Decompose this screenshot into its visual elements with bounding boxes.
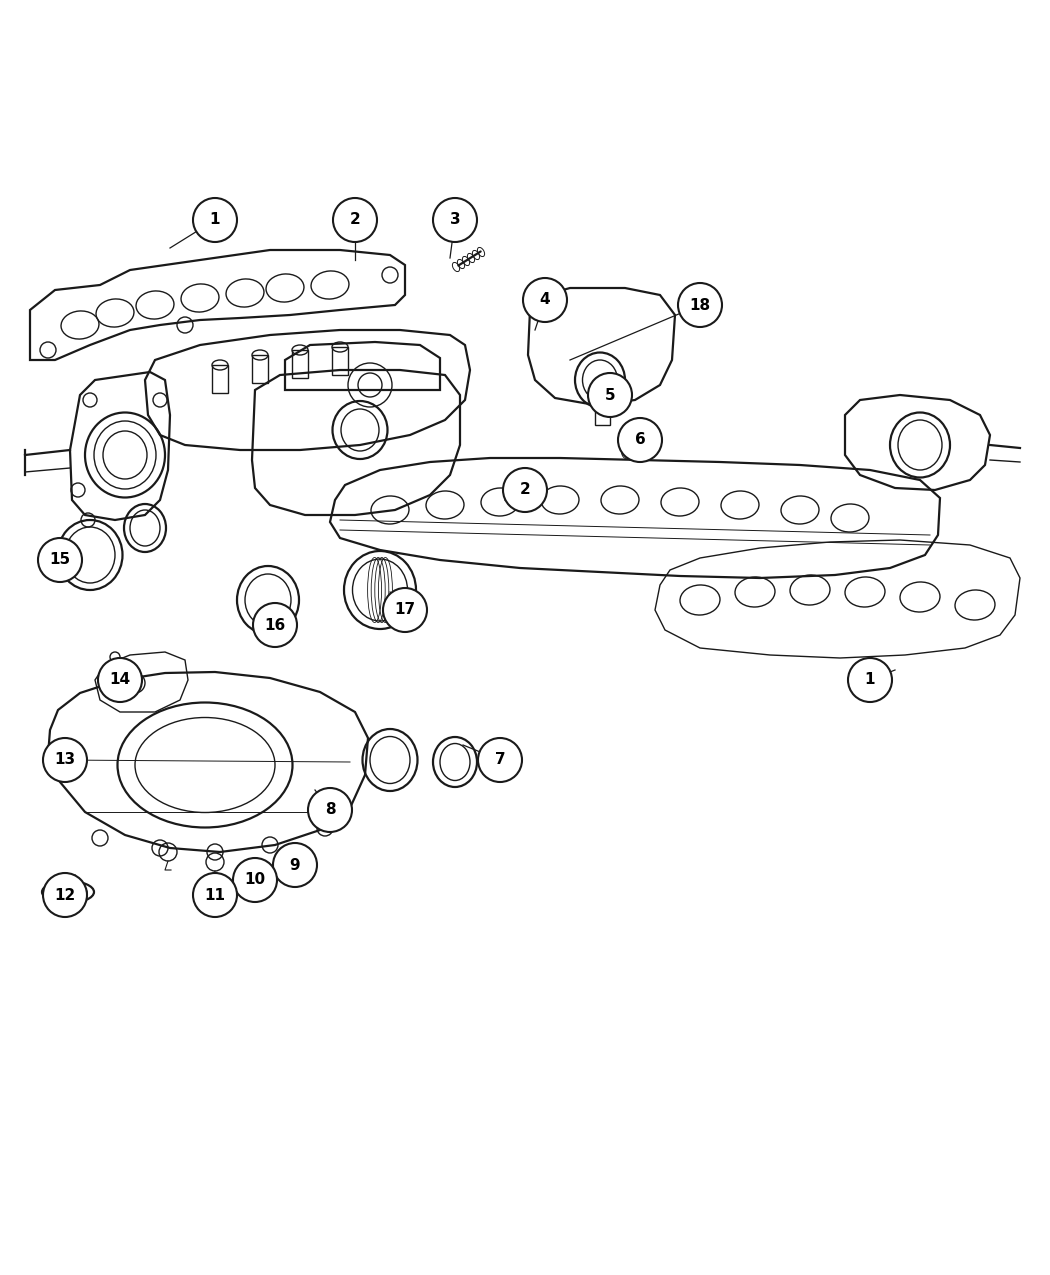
Text: 17: 17 bbox=[395, 603, 416, 617]
Circle shape bbox=[193, 198, 237, 242]
Circle shape bbox=[678, 283, 722, 326]
Text: 14: 14 bbox=[109, 672, 130, 687]
Text: 10: 10 bbox=[245, 872, 266, 887]
Text: 15: 15 bbox=[49, 552, 70, 567]
Text: 5: 5 bbox=[605, 388, 615, 403]
Circle shape bbox=[193, 873, 237, 917]
Text: 18: 18 bbox=[690, 297, 711, 312]
Text: 6: 6 bbox=[634, 432, 646, 448]
Circle shape bbox=[233, 858, 277, 901]
Circle shape bbox=[43, 873, 87, 917]
Text: 7: 7 bbox=[495, 752, 505, 768]
Circle shape bbox=[523, 278, 567, 323]
Text: 2: 2 bbox=[520, 482, 530, 497]
Text: 3: 3 bbox=[449, 213, 460, 227]
Circle shape bbox=[478, 738, 522, 782]
Circle shape bbox=[618, 418, 662, 462]
Circle shape bbox=[38, 538, 82, 581]
Text: 1: 1 bbox=[210, 213, 220, 227]
Text: 9: 9 bbox=[290, 858, 300, 872]
Circle shape bbox=[433, 198, 477, 242]
Text: 12: 12 bbox=[55, 887, 76, 903]
Circle shape bbox=[43, 738, 87, 782]
Circle shape bbox=[333, 198, 377, 242]
Text: 13: 13 bbox=[55, 752, 76, 768]
Circle shape bbox=[503, 468, 547, 513]
Circle shape bbox=[253, 603, 297, 646]
Circle shape bbox=[848, 658, 892, 703]
Circle shape bbox=[383, 588, 427, 632]
Circle shape bbox=[98, 658, 142, 703]
Text: 2: 2 bbox=[350, 213, 360, 227]
Circle shape bbox=[273, 843, 317, 887]
Text: 4: 4 bbox=[540, 292, 550, 307]
Circle shape bbox=[308, 788, 352, 833]
Text: 11: 11 bbox=[205, 887, 226, 903]
Text: 8: 8 bbox=[324, 802, 335, 817]
Text: 1: 1 bbox=[865, 672, 876, 687]
Circle shape bbox=[588, 374, 632, 417]
Text: 16: 16 bbox=[265, 617, 286, 632]
